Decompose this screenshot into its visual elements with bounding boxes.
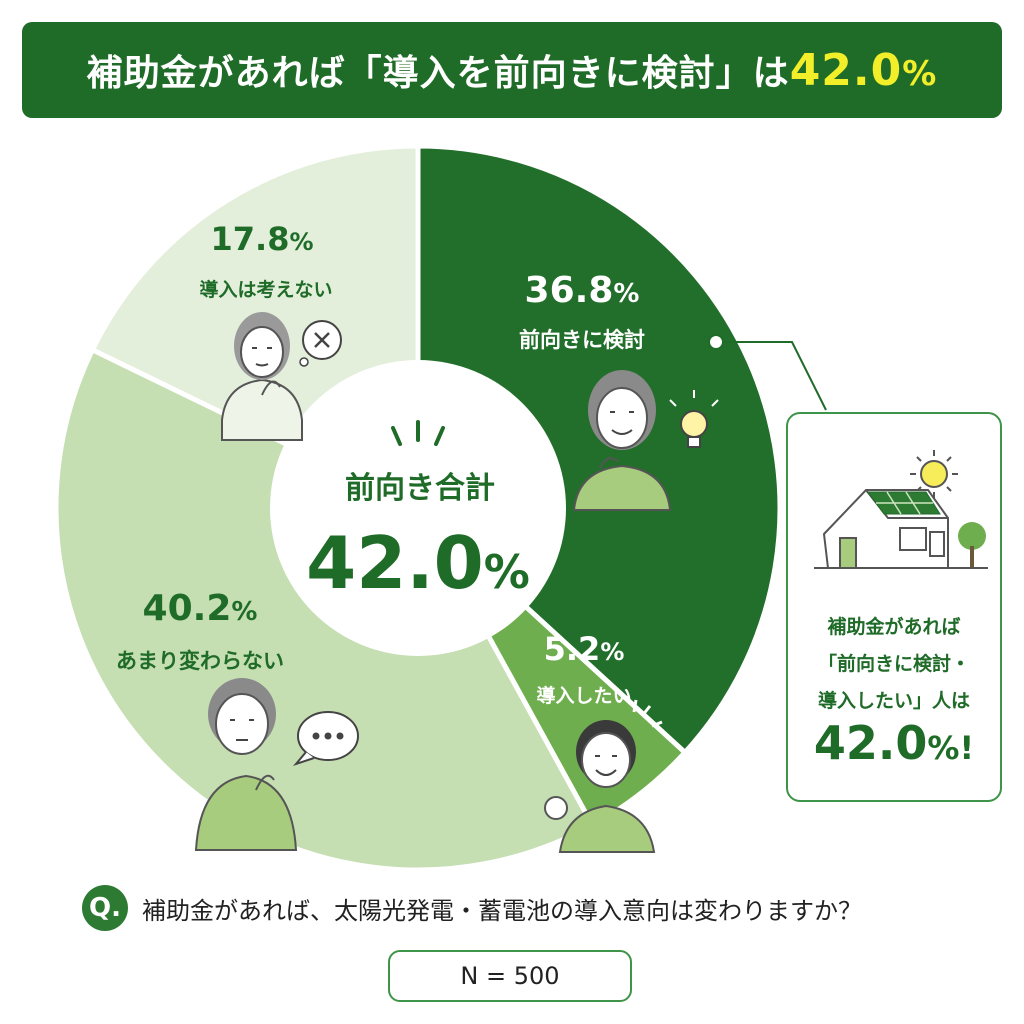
title-text: 補助金があれば「導入を前向きに検討」は (86, 53, 790, 94)
person-pondering-illustration (194, 678, 298, 851)
slice-value-no-change: 40.2% (143, 588, 258, 629)
thinking-bubble-icon (292, 711, 359, 767)
slice-label-no-change: あまり変わらない (116, 649, 284, 673)
callout-box: 補助金があれば 「前向きに検討・ 導入したい」人は 42.0%! (786, 412, 1002, 802)
slice-value-want-to-install: 5.2% (544, 630, 625, 668)
center-disk (270, 360, 566, 656)
callout-line: 導入したい」人は (817, 690, 970, 712)
center-value-unit: % (484, 545, 530, 599)
callout-text: 補助金があれば 「前向きに検討・ 導入したい」人は (788, 609, 1000, 720)
title-banner: 補助金があれば「導入を前向きに検討」は42.0% (22, 22, 1002, 118)
slice-considering (415, 143, 783, 757)
person-thinking-illustration (221, 312, 303, 441)
title-highlight-number: 42.0 (789, 45, 903, 96)
callout-connector-line (716, 341, 827, 411)
callout-value-unit: %! (927, 729, 975, 767)
slice-label-not-considering: 導入は考えない (199, 278, 332, 301)
sample-size-badge: N = 500 (388, 950, 632, 1002)
close-icon (299, 320, 342, 367)
solar-house-icon (814, 450, 988, 569)
callout-value-number: 42.0 (813, 716, 928, 770)
center-rays (391, 420, 445, 446)
callout-connector-dot (708, 334, 724, 350)
center-label: 前向き合計 (345, 471, 495, 506)
center-value-number: 42.0 (306, 521, 484, 605)
person-smiling-illustration (572, 370, 672, 511)
slice-label-want-to-install: 導入したい (536, 684, 631, 707)
title-highlight-unit: % (902, 54, 938, 94)
light-bulb-icon (669, 390, 719, 448)
slice-label-considering: 前向きに検討 (519, 328, 645, 352)
question-text: 補助金があれば、太陽光発電・蓄電池の導入意向は変わりますか？ (142, 896, 862, 925)
question-icon: Q. (82, 885, 128, 931)
person-happy-illustration (544, 699, 663, 853)
slice-value-not-considering: 17.8% (211, 220, 314, 258)
callout-value: 42.0%! (788, 716, 1000, 770)
slice-value-considering: 36.8% (525, 270, 640, 311)
survey-question: Q. 補助金があれば、太陽光発電・蓄電池の導入意向は変わりますか？ (82, 885, 862, 931)
center-value: 42.0% (306, 521, 530, 605)
callout-line: 補助金があれば (827, 616, 961, 638)
callout-line: 「前向きに検討・ (817, 653, 970, 675)
page-title: 補助金があれば「導入を前向きに検討」は42.0% (87, 44, 938, 96)
